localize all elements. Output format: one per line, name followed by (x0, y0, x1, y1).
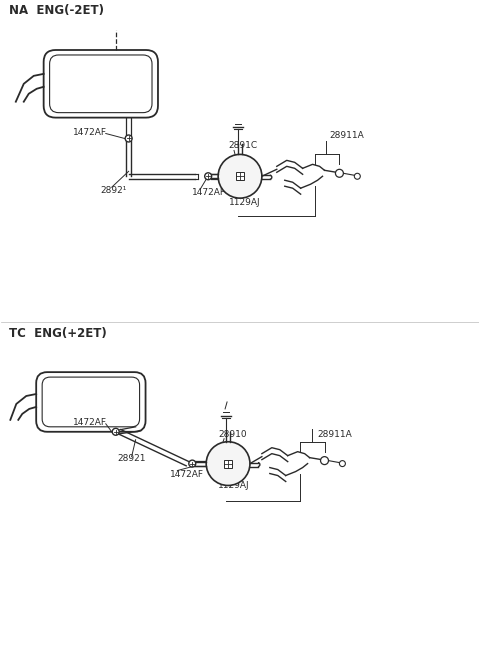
Circle shape (218, 154, 262, 198)
Circle shape (189, 460, 196, 467)
Text: NA  ENG(-2ET): NA ENG(-2ET) (9, 4, 104, 17)
Text: 1129AJ: 1129AJ (218, 482, 250, 491)
Bar (236, 172, 244, 180)
Circle shape (204, 173, 212, 180)
Circle shape (336, 170, 343, 177)
Text: 2891C: 2891C (228, 141, 257, 150)
Circle shape (125, 135, 132, 142)
Text: 2892¹: 2892¹ (101, 186, 127, 195)
Circle shape (354, 173, 360, 179)
Text: TC  ENG(+2ET): TC ENG(+2ET) (9, 327, 107, 340)
Bar (224, 460, 232, 468)
Circle shape (321, 457, 328, 464)
Circle shape (339, 461, 346, 466)
Text: 1472AF: 1472AF (73, 418, 107, 427)
Circle shape (112, 428, 119, 435)
Text: 28910: 28910 (218, 430, 247, 439)
Text: 1472AF: 1472AF (192, 188, 226, 197)
Circle shape (206, 442, 250, 486)
Text: 1472AF: 1472AF (73, 127, 107, 137)
Text: 1129AJ: 1129AJ (229, 198, 261, 207)
Text: 28911A: 28911A (318, 430, 352, 439)
Text: 1472AF: 1472AF (170, 470, 204, 478)
Text: 28911A: 28911A (329, 131, 364, 141)
Text: 28921: 28921 (118, 453, 146, 463)
